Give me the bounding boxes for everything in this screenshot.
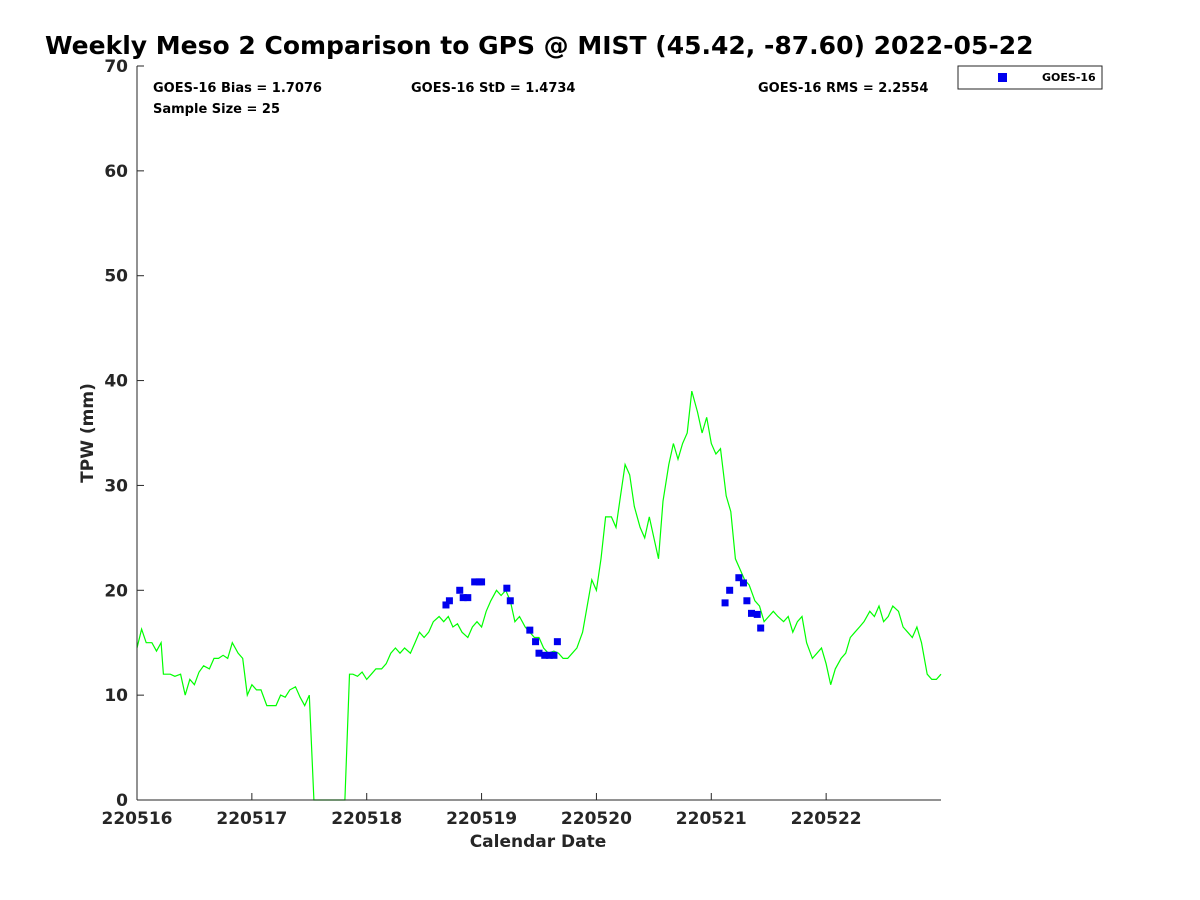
y-tick-label: 30 <box>104 476 128 496</box>
goes16-point <box>535 649 543 657</box>
x-tick-label: 220518 <box>331 809 402 829</box>
x-tick-label: 220517 <box>216 809 287 829</box>
y-tick-label: 10 <box>104 686 128 706</box>
stats-annotations: GOES-16 Bias = 1.7076 Sample Size = 25 G… <box>153 81 928 117</box>
goes16-point <box>721 599 729 607</box>
goes16-point <box>757 624 765 632</box>
y-tick-label: 0 <box>116 791 128 811</box>
goes16-point <box>456 586 464 594</box>
x-tick-label: 220521 <box>676 809 747 829</box>
goes16-point <box>726 586 734 594</box>
goes16-point <box>747 609 755 617</box>
x-axis: 220516 220517 220518 220519 220520 220521 2205… <box>102 793 862 829</box>
goes16-point <box>471 578 479 586</box>
chart-title: Weekly Meso 2 Comparison to GPS @ MIST (… <box>45 31 1034 60</box>
goes-series <box>442 574 765 659</box>
legend-marker-goes16 <box>998 73 1007 82</box>
goes16-point <box>478 578 486 586</box>
legend: GOES-16 <box>957 65 1103 90</box>
y-axis-label: TPW (mm) <box>78 383 98 483</box>
x-tick-label: 220519 <box>446 809 517 829</box>
gps-line <box>136 390 942 801</box>
x-tick-label: 220516 <box>102 809 173 829</box>
goes16-point <box>445 597 453 605</box>
goes16-point <box>550 651 558 659</box>
goes16-point <box>532 638 540 646</box>
x-axis-label: Calendar Date <box>470 832 607 852</box>
y-tick-label: 40 <box>104 372 128 392</box>
goes16-point <box>739 579 747 587</box>
goes16-point <box>541 651 549 659</box>
y-tick-label: 70 <box>104 57 128 77</box>
goes16-point <box>459 594 467 602</box>
y-axis: 0 10 20 30 40 50 60 70 <box>104 57 144 811</box>
goes16-point <box>735 574 743 582</box>
goes16-point <box>553 638 561 646</box>
y-tick-label: 60 <box>104 162 128 182</box>
y-tick-label: 20 <box>104 581 128 601</box>
goes16-point <box>442 601 450 609</box>
stat-std: GOES-16 StD = 1.4734 <box>411 81 575 96</box>
gps-series <box>136 390 942 801</box>
stat-bias: GOES-16 Bias = 1.7076 <box>153 81 322 96</box>
x-tick-label: 220522 <box>791 809 862 829</box>
goes16-point <box>545 651 553 659</box>
goes16-point <box>753 610 761 618</box>
goes16-point <box>743 597 751 605</box>
legend-label-goes16: GOES-16 <box>1042 71 1096 84</box>
stat-rms: GOES-16 RMS = 2.2554 <box>758 81 928 96</box>
goes16-point <box>503 584 511 592</box>
plot-area: 220516 220517 220518 220519 220520 220521 2205… <box>102 57 942 829</box>
goes16-point <box>526 626 534 634</box>
legend-box <box>957 65 1103 90</box>
y-tick-label: 50 <box>104 267 128 287</box>
goes16-point <box>506 597 514 605</box>
x-tick-label: 220520 <box>561 809 632 829</box>
stat-sample-size: Sample Size = 25 <box>153 102 280 117</box>
goes16-point <box>464 594 472 602</box>
